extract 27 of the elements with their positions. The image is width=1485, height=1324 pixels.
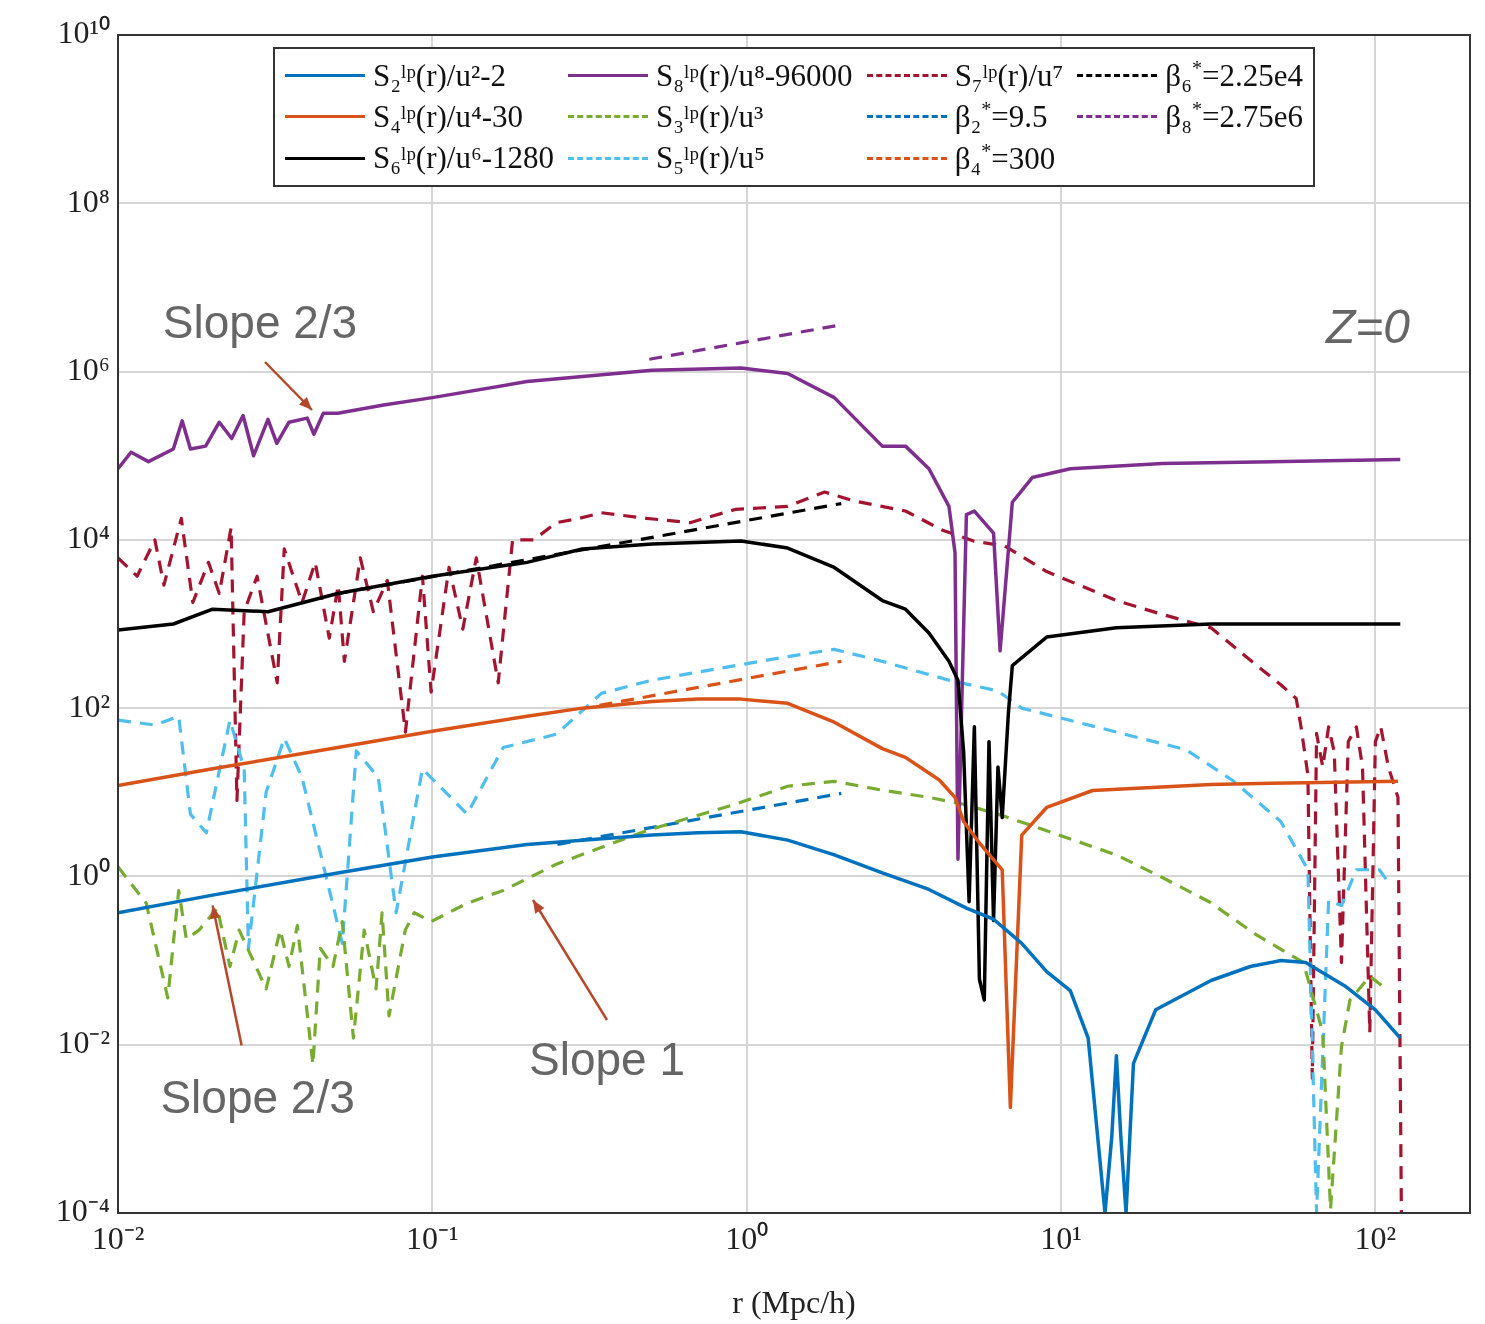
x-axis-title: r (Mpc/h)	[732, 1284, 856, 1321]
annotation: Z=0	[1324, 300, 1411, 354]
legend-label: S₈ˡᵖ(r)/u⁸-96000	[656, 57, 853, 94]
y-tick-label: 10⁰	[67, 855, 110, 892]
x-tick-label: 10²	[1354, 1219, 1397, 1256]
legend-label: β₆$^{*}$=2.25e4	[1165, 57, 1304, 95]
y-tick-label: 10⁶	[66, 350, 110, 387]
legend-label: S₃ˡᵖ(r)/u³	[656, 98, 764, 135]
legend-label: β₄$^{*}$=300	[954, 139, 1056, 177]
y-tick-label: 10⁸	[66, 182, 110, 219]
legend-label: β₈$^{*}$=2.75e6	[1165, 98, 1304, 136]
legend-label: S₆ˡᵖ(r)/u⁶-1280	[373, 140, 555, 177]
y-tick-label: 10¹⁰	[57, 14, 110, 51]
annotation: Slope 2/3	[162, 295, 358, 348]
y-tick-label: 10⁻²	[57, 1024, 110, 1061]
x-tick-label: 10⁰	[725, 1219, 769, 1256]
legend-label: β₂$^{*}$=9.5	[954, 98, 1048, 136]
legend-label: S₄ˡᵖ(r)/u⁴-30	[373, 98, 524, 135]
x-tick-label: 10¹	[1040, 1219, 1082, 1256]
y-tick-label: 10²	[68, 687, 110, 724]
legend-label: S₇ˡᵖ(r)/u⁷	[954, 57, 1064, 94]
legend-label: S₂ˡᵖ(r)/u²-2	[373, 57, 507, 94]
y-tick-label: 10⁴	[66, 519, 110, 556]
x-tick-label: 10⁻¹	[406, 1219, 459, 1256]
annotation: Slope 1	[528, 1032, 686, 1085]
annotation: Slope 2/3	[160, 1071, 355, 1124]
legend-label: S₅ˡᵖ(r)/u⁵	[656, 140, 765, 177]
